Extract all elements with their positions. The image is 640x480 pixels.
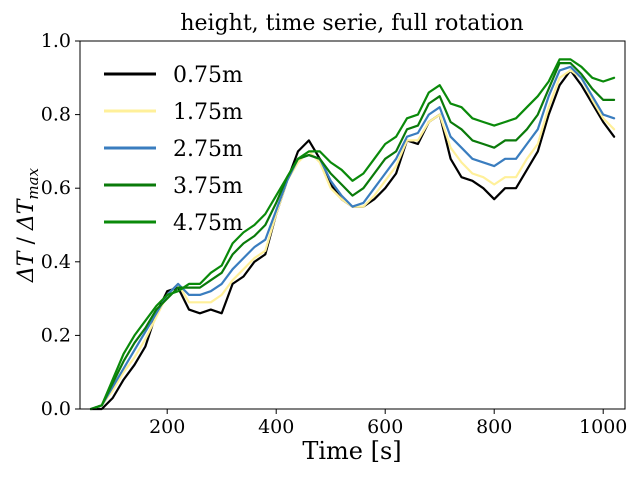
x-axis-ticks: 200 400 600 800 1000 [149, 409, 627, 438]
x-tick-label: 1000 [579, 416, 627, 438]
x-tick-label: 400 [258, 416, 294, 438]
legend-label: 1.75m [173, 100, 243, 125]
y-axis-label: ΔT / ΔTmax [14, 167, 42, 283]
y-label-sub: max [24, 167, 42, 199]
x-tick-label: 800 [476, 416, 512, 438]
y-label-slash: / [14, 230, 39, 251]
series-line-1-75m [89, 69, 616, 411]
y-label-part-b: ΔT [14, 197, 39, 231]
series-layer [89, 58, 616, 411]
y-tick-label: 0.2 [41, 324, 71, 346]
y-tick-label: 1.0 [41, 30, 71, 52]
plot-area: 200 400 600 800 1000 0.0 0.2 0.4 0.6 0.8 1.0 [41, 30, 628, 438]
y-tick-label: 0.6 [41, 177, 71, 199]
chart-title: height, time serie, full rotation [180, 11, 523, 36]
legend-label: 3.75m [173, 174, 243, 199]
series-line-4-75m [89, 58, 616, 411]
y-tick-label: 0.8 [41, 104, 71, 126]
series-line-0-75m [89, 69, 616, 411]
y-axis-ticks: 0.0 0.2 0.4 0.6 0.8 1.0 [41, 30, 80, 420]
series-line-3-75m [89, 61, 616, 411]
y-label-part-a: ΔT [14, 249, 39, 283]
legend-label: 4.75m [173, 211, 243, 236]
legend-label: 2.75m [173, 137, 243, 162]
x-axis-label: Time [s] [302, 437, 401, 465]
series-line-2-75m [89, 65, 616, 411]
y-tick-label: 0.4 [41, 251, 71, 273]
legend: 0.75m 1.75m 2.75m 3.75m 4.75m [104, 63, 243, 236]
legend-label: 0.75m [173, 63, 243, 88]
x-tick-label: 200 [149, 416, 185, 438]
y-tick-label: 0.0 [41, 398, 71, 420]
axes-frame [79, 40, 626, 410]
x-tick-label: 600 [367, 416, 403, 438]
